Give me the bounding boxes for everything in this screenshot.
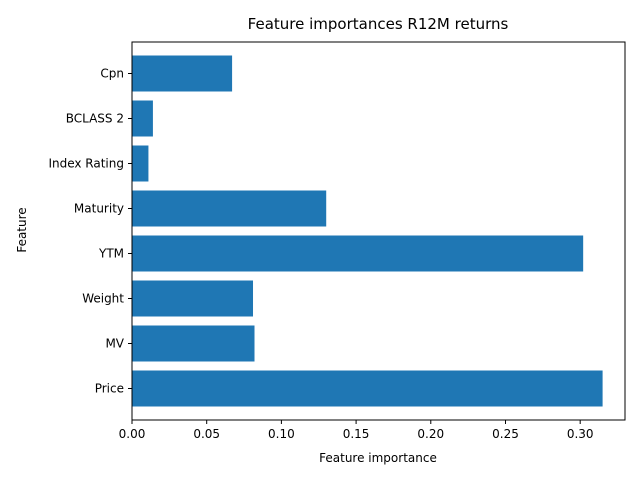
y-tick-label: Weight (82, 292, 124, 306)
x-tick-label: 0.15 (343, 427, 370, 441)
axes-frame (131, 41, 626, 421)
y-tick-label: Maturity (74, 202, 124, 216)
x-tick-label: 0.00 (119, 427, 146, 441)
bar-ytm (132, 235, 584, 272)
y-tick-label: MV (105, 337, 124, 351)
bar-cpn (132, 55, 233, 92)
y-tick-label: YTM (98, 247, 124, 261)
bar-bclass-2 (132, 100, 153, 137)
y-tick-label: BCLASS 2 (66, 112, 124, 126)
bar-mv (132, 325, 255, 362)
y-axis-label: Feature (15, 207, 29, 252)
x-tick-label: 0.30 (567, 427, 594, 441)
plot-frame (131, 41, 626, 421)
x-tick-label: 0.20 (417, 427, 444, 441)
bar-weight (132, 280, 254, 317)
y-axis-ticks: Price MV Weight YTM Maturity Index Rating BCLA… (48, 67, 132, 396)
bar-index-rating (132, 145, 149, 182)
y-tick-label: Index Rating (48, 157, 124, 171)
chart-title: Feature importances R12M returns (248, 15, 509, 33)
x-tick-label: 0.25 (492, 427, 519, 441)
bar-maturity (132, 190, 327, 227)
y-tick-label: Cpn (100, 67, 124, 81)
x-axis-label: Feature importance (319, 451, 437, 465)
x-axis-ticks: 0.00 0.05 0.10 0.15 0.20 0.25 0.30 (119, 420, 594, 441)
y-tick-label: Price (95, 382, 124, 396)
bars-group (132, 55, 603, 407)
x-tick-label: 0.05 (193, 427, 220, 441)
x-tick-label: 0.10 (268, 427, 295, 441)
bar-price (132, 370, 603, 407)
